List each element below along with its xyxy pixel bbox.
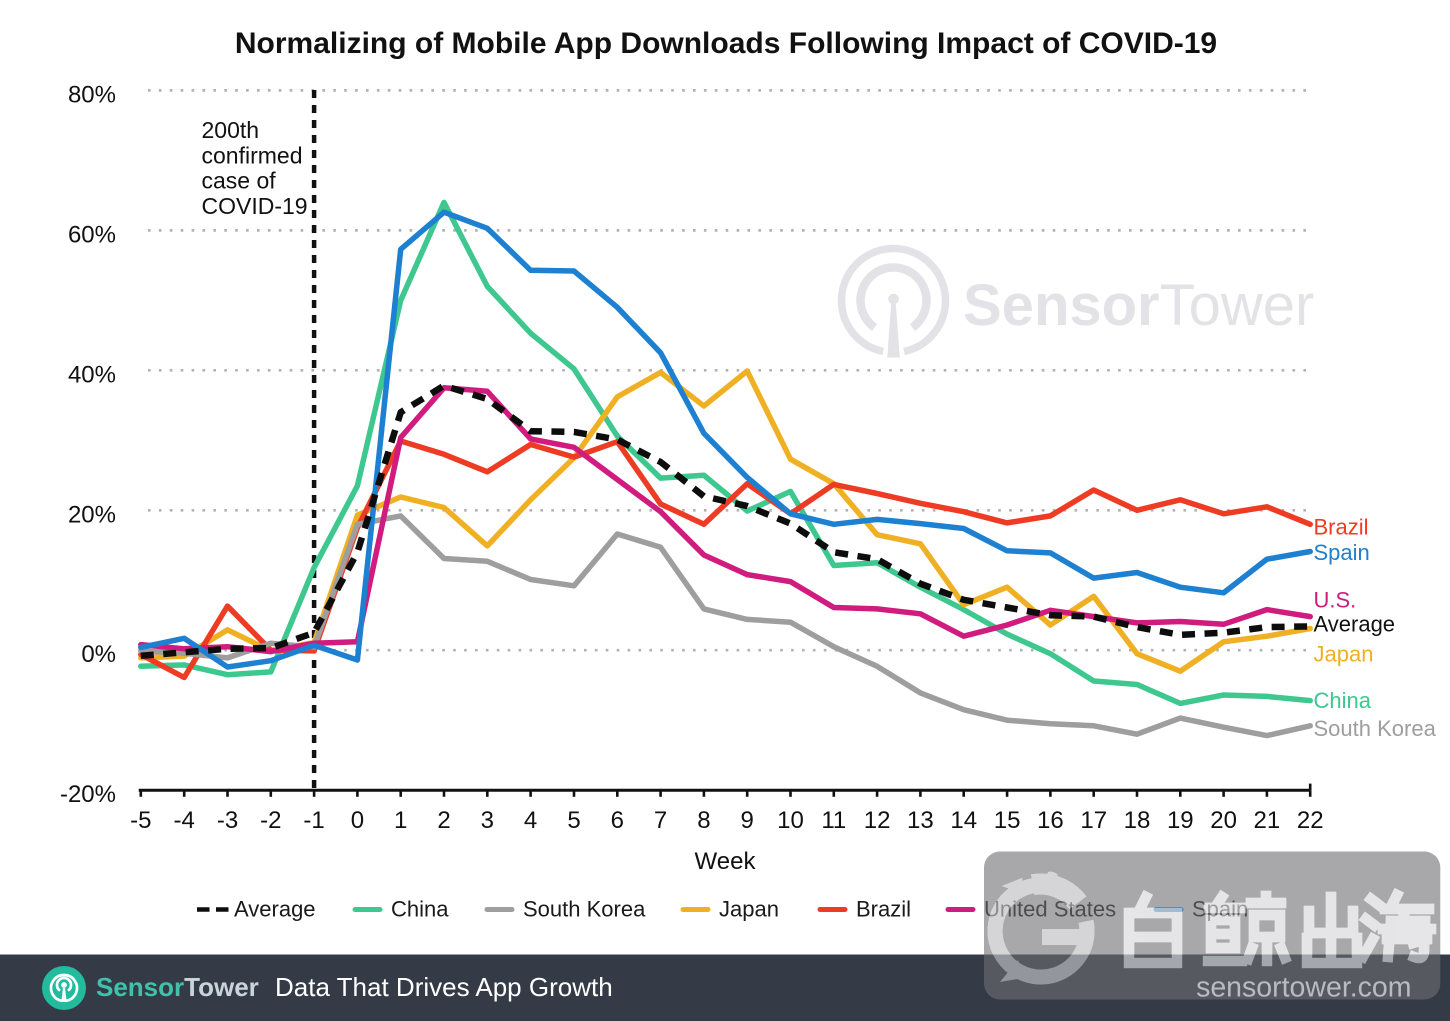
svg-text:-1: -1 — [303, 807, 324, 834]
svg-text:22: 22 — [1297, 807, 1324, 834]
svg-text:Data That Drives App Growth: Data That Drives App Growth — [275, 972, 613, 1002]
svg-text:0%: 0% — [81, 641, 116, 668]
svg-text:Average: Average — [234, 897, 316, 922]
svg-text:19: 19 — [1167, 807, 1194, 834]
svg-text:Normalizing of Mobile App Down: Normalizing of Mobile App Downloads Foll… — [235, 27, 1217, 60]
svg-text:12: 12 — [864, 807, 891, 834]
svg-text:14: 14 — [950, 807, 977, 834]
svg-text:-3: -3 — [217, 807, 238, 834]
svg-text:11: 11 — [821, 807, 846, 834]
svg-text:SensorTower: SensorTower — [963, 273, 1314, 338]
svg-text:2: 2 — [437, 807, 450, 834]
svg-text:60%: 60% — [68, 221, 116, 248]
svg-text:China: China — [1314, 688, 1372, 713]
svg-text:-2: -2 — [260, 807, 281, 834]
svg-text:7: 7 — [654, 807, 667, 834]
svg-text:-4: -4 — [174, 807, 195, 834]
svg-text:Spain: Spain — [1314, 540, 1370, 565]
svg-text:40%: 40% — [68, 361, 116, 388]
svg-text:9: 9 — [741, 807, 754, 834]
svg-text:U.S.: U.S. — [1314, 588, 1357, 613]
svg-text:20%: 20% — [68, 501, 116, 528]
svg-text:80%: 80% — [68, 81, 116, 108]
svg-text:South Korea: South Korea — [523, 897, 646, 922]
svg-text:Brazil: Brazil — [1314, 514, 1369, 539]
svg-text:10: 10 — [777, 807, 804, 834]
svg-text:-20%: -20% — [60, 781, 116, 808]
svg-text:15: 15 — [994, 807, 1021, 834]
svg-text:Japan: Japan — [719, 897, 779, 922]
svg-text:16: 16 — [1037, 807, 1064, 834]
svg-text:Brazil: Brazil — [856, 897, 911, 922]
svg-text:South Korea: South Korea — [1314, 716, 1437, 741]
svg-text:4: 4 — [524, 807, 537, 834]
svg-text:21: 21 — [1254, 807, 1281, 834]
svg-text:China: China — [391, 897, 449, 922]
svg-text:3: 3 — [481, 807, 494, 834]
svg-text:0: 0 — [351, 807, 364, 834]
svg-text:-5: -5 — [130, 807, 151, 834]
svg-text:sensortower.com: sensortower.com — [1196, 972, 1411, 1004]
svg-text:SensorTower: SensorTower — [96, 972, 259, 1002]
svg-text:8: 8 — [697, 807, 710, 834]
svg-text:6: 6 — [611, 807, 624, 834]
svg-text:5: 5 — [567, 807, 580, 834]
svg-text:Average: Average — [1314, 612, 1396, 637]
svg-text:13: 13 — [907, 807, 934, 834]
svg-text:20: 20 — [1210, 807, 1237, 834]
svg-text:Week: Week — [695, 848, 757, 875]
svg-text:Japan: Japan — [1314, 642, 1374, 667]
svg-text:18: 18 — [1124, 807, 1151, 834]
svg-text:17: 17 — [1080, 807, 1107, 834]
svg-text:1: 1 — [394, 807, 407, 834]
